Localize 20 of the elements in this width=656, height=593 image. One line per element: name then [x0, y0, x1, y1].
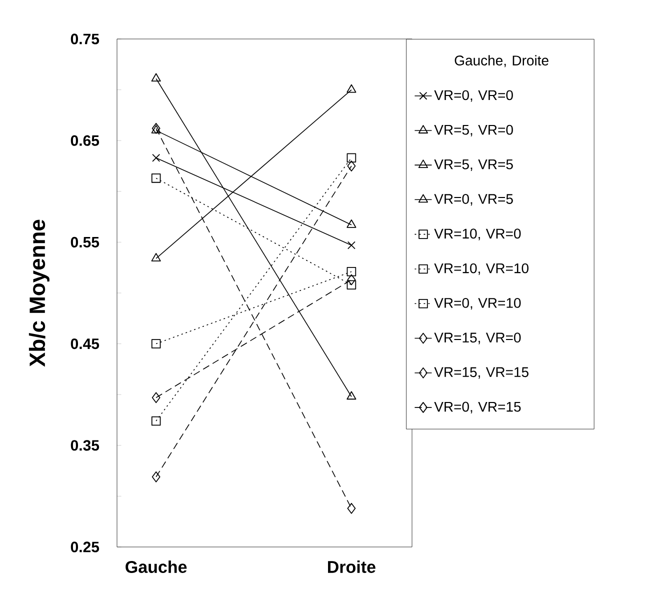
y-tick-label: 0.55: [70, 236, 100, 248]
x-tick-label: Droite: [328, 560, 376, 573]
y-tick-label: 0.35: [70, 440, 100, 451]
legend-label: VR=0, VR=5: [434, 194, 513, 206]
y-axis-title: Xb/c Moyenne: [28, 220, 50, 367]
legend-label: VR=0, VR=10: [434, 298, 521, 310]
legend-label: VR=15, VR=0: [434, 332, 521, 344]
legend-label: VR=0, VR=15: [434, 402, 521, 414]
legend-label: VR=0, VR=0: [434, 90, 513, 102]
y-tick-label: 0.75: [70, 34, 100, 44]
legend-title: Gauche, Droite: [454, 55, 548, 68]
legend-label: VR=15, VR=15: [434, 367, 528, 379]
y-tick-label: 0.25: [70, 542, 100, 552]
y-tick-label: 0.45: [70, 338, 100, 350]
x-tick-label: Gauche: [126, 560, 187, 573]
legend-label: VR=5, VR=0: [434, 124, 513, 136]
legend-label: VR=5, VR=5: [434, 160, 513, 171]
legend-label: VR=10, VR=0: [434, 228, 521, 240]
legend-label: VR=10, VR=10: [434, 263, 528, 275]
y-tick-label: 0.65: [70, 135, 100, 146]
